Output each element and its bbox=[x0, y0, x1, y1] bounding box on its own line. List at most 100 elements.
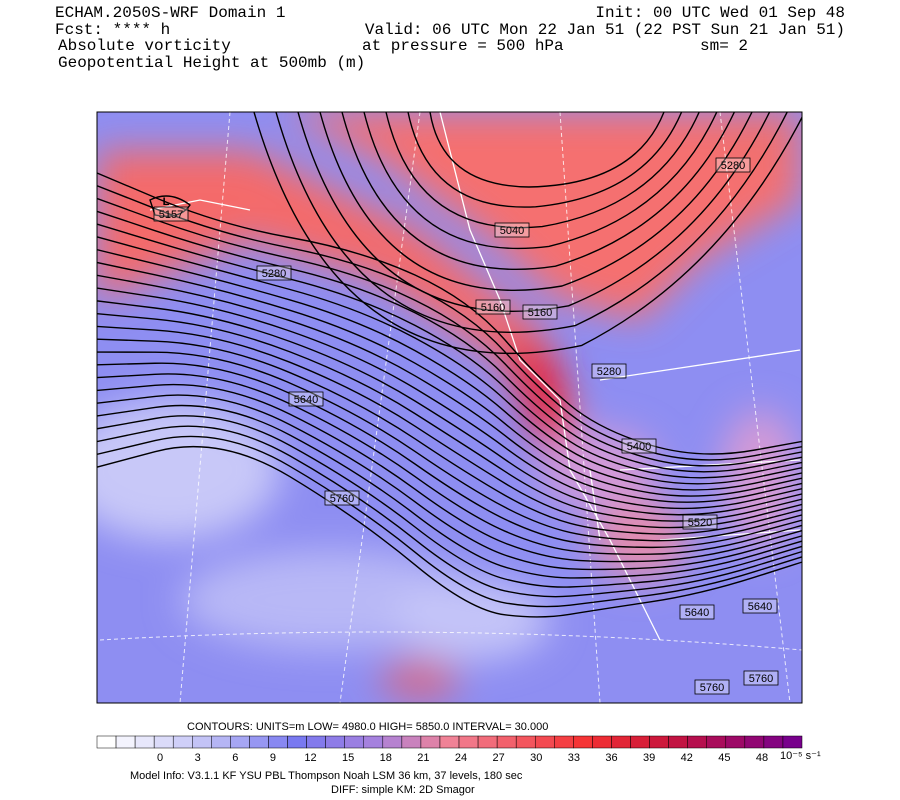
contour-label-box bbox=[743, 670, 779, 686]
contour bbox=[363, 112, 718, 250]
colorbar-swatch bbox=[172, 735, 193, 749]
contour-label-box bbox=[475, 299, 511, 315]
colorbar-swatch bbox=[211, 735, 231, 749]
colorbar-swatch bbox=[192, 735, 212, 749]
colorbar-swatch bbox=[249, 735, 269, 749]
contour bbox=[97, 415, 802, 588]
colorbar-swatch bbox=[573, 735, 593, 749]
colorbar: 0 3 6 9 12 15 18 21 24 27 30 33 36 39 42 45 48 10⁻⁵ s⁻¹ bbox=[96, 735, 821, 764]
colorbar-swatch bbox=[458, 735, 479, 749]
contour-label: 5640 bbox=[294, 394, 318, 406]
valid-time: Valid: 06 UTC Mon 22 Jan 51 (22 PST Sun … bbox=[365, 21, 845, 39]
colorbar-swatch bbox=[687, 735, 707, 749]
colorbar-swatch bbox=[382, 735, 403, 749]
colorbar-swatch bbox=[649, 735, 669, 749]
colorbar-swatch bbox=[763, 735, 784, 749]
colorbar-swatch bbox=[134, 735, 155, 749]
colorbar-label: 45 bbox=[718, 752, 730, 764]
contour-label-box bbox=[522, 304, 558, 320]
colorbar-swatch bbox=[706, 735, 727, 749]
contour bbox=[97, 362, 802, 549]
colorbar-swatch bbox=[230, 735, 250, 749]
contour bbox=[97, 404, 802, 579]
contour bbox=[341, 112, 736, 271]
footer-line: DIFF: simple KM: 2D Smagor bbox=[331, 784, 475, 796]
colorbar-swatch bbox=[420, 735, 441, 749]
contour bbox=[97, 248, 802, 491]
contour bbox=[97, 274, 802, 503]
colorbar-label: 0 bbox=[157, 752, 163, 764]
colorbar-label: 39 bbox=[643, 752, 655, 764]
colorbar-swatch bbox=[401, 735, 422, 749]
contour-label-box bbox=[682, 514, 718, 530]
contour-label: 5760 bbox=[330, 493, 354, 505]
colorbar-swatch bbox=[325, 735, 345, 749]
contour-label-box bbox=[324, 490, 360, 506]
contour bbox=[97, 223, 802, 479]
colorbar-swatch bbox=[668, 735, 688, 749]
colorbar-swatch bbox=[592, 735, 612, 749]
contour-label-box bbox=[494, 222, 530, 238]
colorbar-label: 36 bbox=[605, 752, 617, 764]
contour bbox=[275, 112, 788, 333]
contour bbox=[97, 312, 802, 522]
contour-label: 5160 bbox=[528, 307, 552, 319]
contour-label-box bbox=[742, 598, 778, 614]
colorbar-swatch bbox=[496, 735, 517, 749]
contour bbox=[429, 112, 665, 188]
colorbar-label: 12 bbox=[304, 752, 316, 764]
colorbar-label: 27 bbox=[493, 752, 505, 764]
contour-label: 5280 bbox=[262, 268, 286, 280]
smoothing: sm= 2 bbox=[700, 37, 748, 55]
height-contours bbox=[97, 112, 802, 618]
colorbar-swatch bbox=[477, 735, 498, 749]
colorbar-swatch bbox=[515, 735, 536, 749]
header-line: ECHAM.2050S-WRF Domain 1 bbox=[55, 4, 285, 22]
colorbar-label: 30 bbox=[530, 752, 542, 764]
colorbar-unit: 10⁻⁵ s⁻¹ bbox=[780, 750, 821, 762]
colorbar-swatch bbox=[611, 735, 631, 749]
contour bbox=[97, 394, 802, 571]
header-line: Geopotential Height at 500mb (m) bbox=[58, 54, 365, 72]
colorbar-swatch bbox=[268, 735, 288, 749]
contour bbox=[97, 184, 802, 461]
colorbar-label: 3 bbox=[195, 752, 201, 764]
colorbar-label: 48 bbox=[756, 752, 768, 764]
contour-label: 5520 bbox=[688, 517, 712, 529]
contour bbox=[97, 373, 802, 555]
map-frame bbox=[96, 111, 803, 704]
colorbar-label: 42 bbox=[681, 752, 693, 764]
header-line: Fcst: **** h bbox=[55, 21, 170, 39]
contour-label-box bbox=[694, 679, 730, 695]
contour-label-box bbox=[256, 265, 292, 281]
contour bbox=[407, 112, 683, 208]
colorbar-swatch bbox=[306, 735, 326, 749]
contour bbox=[149, 195, 191, 217]
colorbar-label: 18 bbox=[380, 752, 392, 764]
pressure-level: at pressure = 500 hPa bbox=[362, 37, 564, 55]
contour bbox=[319, 112, 753, 291]
contour bbox=[97, 300, 802, 516]
colorbar-swatch bbox=[344, 735, 365, 749]
colorbar-label: 33 bbox=[568, 752, 580, 764]
contour-label-box bbox=[288, 391, 324, 407]
colorbar-swatch bbox=[630, 735, 650, 749]
contour-label-box bbox=[715, 157, 751, 173]
contour bbox=[385, 112, 700, 229]
low-marker: L bbox=[163, 196, 170, 208]
colorbar-label: 24 bbox=[455, 752, 467, 764]
colorbar-label: 9 bbox=[270, 752, 276, 764]
vorticity-shading bbox=[97, 112, 800, 700]
contour bbox=[97, 325, 802, 529]
colorbar-swatch bbox=[782, 735, 803, 749]
colorbar-swatch bbox=[115, 735, 136, 749]
contour bbox=[97, 425, 802, 598]
contour bbox=[97, 287, 802, 510]
colorbar-swatch bbox=[534, 735, 555, 749]
contour bbox=[97, 383, 802, 563]
contour bbox=[97, 261, 802, 497]
contour bbox=[97, 236, 802, 485]
contour bbox=[97, 445, 802, 618]
contour-label: 5160 bbox=[481, 302, 505, 314]
